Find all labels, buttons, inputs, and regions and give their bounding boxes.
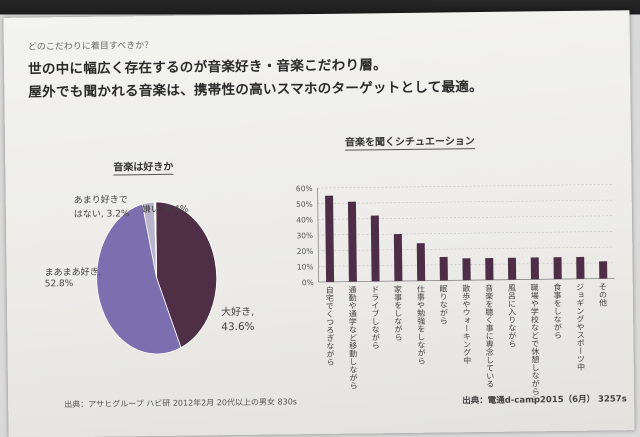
y-tick-label: 0% bbox=[302, 278, 314, 287]
pie-slice-3 bbox=[153, 201, 158, 279]
x-category-label: 散歩やウォーキング中 bbox=[461, 284, 472, 365]
x-category-label: 風呂に入りながら bbox=[507, 283, 518, 348]
pie-label-amari-line1: あまり好きで bbox=[73, 195, 128, 206]
y-tick-label: 40% bbox=[296, 215, 313, 224]
bar bbox=[507, 257, 517, 280]
bar bbox=[393, 233, 403, 282]
x-category-label: 眠りながら bbox=[438, 284, 449, 325]
gridline-5 bbox=[317, 199, 614, 204]
x-category-label: 自宅でくつろぎながら bbox=[325, 285, 336, 366]
x-category-label: 音楽を聴く事に専念している bbox=[484, 283, 495, 388]
bar bbox=[599, 261, 608, 279]
source-note-right: 出典：電通d-camp2015（6月） 3257s bbox=[462, 394, 627, 407]
bar bbox=[370, 215, 380, 282]
bar bbox=[530, 257, 539, 280]
gridline-6 bbox=[317, 184, 614, 189]
y-tick-label: 20% bbox=[297, 247, 314, 256]
gridline-2 bbox=[318, 246, 615, 251]
chart-canvas: 0% 10% 20% 30% 40% 50% 60% bbox=[96, 184, 615, 355]
bar bbox=[553, 257, 562, 280]
y-tick-label: 30% bbox=[296, 231, 313, 240]
x-category-label: ジョギングやスポーツ中 bbox=[575, 282, 586, 371]
pie-label-amari-line2: はない, 3.2% bbox=[73, 209, 130, 220]
pie-slice-1 bbox=[96, 203, 182, 355]
x-category-label: 食事をしながら bbox=[552, 283, 563, 340]
bar bbox=[462, 258, 471, 281]
x-category-label: 職場や学校などで休憩しながら… bbox=[530, 283, 541, 404]
bar bbox=[576, 256, 585, 279]
presentation-slide: どのこだわりに着目すべきか？ 世の中に幅広く存在するのが音楽好き・音楽こだわり層… bbox=[3, 10, 635, 437]
y-axis-line bbox=[317, 188, 320, 283]
gridline-4 bbox=[317, 215, 614, 220]
y-tick-label: 50% bbox=[296, 200, 313, 209]
bar bbox=[325, 195, 335, 282]
bar bbox=[416, 243, 426, 281]
pie-label-kirai: 嫌い, 0.4% bbox=[141, 204, 189, 216]
bar bbox=[347, 201, 357, 282]
x-category-label: ドライブしながら bbox=[370, 285, 381, 350]
pie-label-maamaa-line2: 52.8% bbox=[44, 279, 74, 290]
pie-label-daisuki-line1: 大好き, bbox=[221, 306, 255, 319]
pie-label-daisuki-line2: 43.6% bbox=[221, 320, 255, 334]
pie-label-maamaa-line1: まあまあ好き, bbox=[44, 267, 102, 279]
y-tick-label: 10% bbox=[297, 262, 314, 271]
bar bbox=[439, 256, 448, 281]
x-category-label: その他 bbox=[598, 282, 608, 307]
y-tick-label: 60% bbox=[296, 184, 313, 193]
bar bbox=[485, 257, 494, 280]
gridline-3 bbox=[318, 231, 615, 236]
x-category-label: 家事をしながら bbox=[393, 284, 404, 342]
x-category-label: 通勤や通学など移動しながら bbox=[347, 285, 359, 390]
pie-slice-0 bbox=[155, 201, 218, 349]
x-category-label: 仕事や勉強をしながら bbox=[416, 284, 427, 365]
